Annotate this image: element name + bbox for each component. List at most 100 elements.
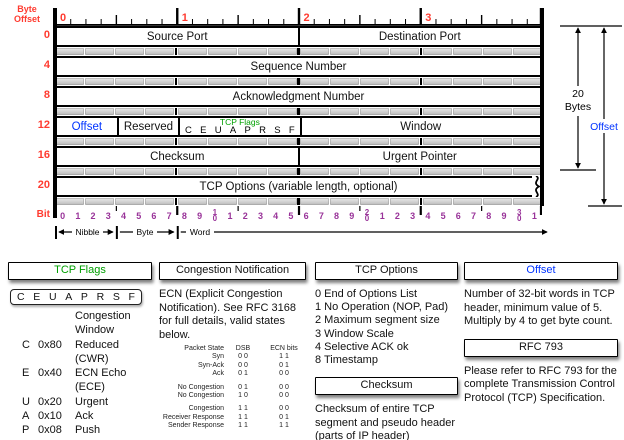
- field-label: Source Port: [146, 30, 208, 43]
- ecn-bits: 0 1: [279, 413, 289, 421]
- flag-letter: A: [229, 125, 237, 136]
- strip-segment: [55, 168, 85, 175]
- svg-text:2: 2: [303, 12, 309, 24]
- strip-segment: [422, 48, 452, 55]
- field-label: Urgent Pointer: [382, 150, 457, 163]
- flag-letter: F: [128, 291, 135, 303]
- byte-divider: [174, 78, 178, 85]
- byte-divider: [174, 198, 178, 205]
- bit-number: 1: [531, 211, 537, 221]
- ecn-bits: 1 1: [279, 353, 289, 361]
- flag-letter: E: [33, 291, 41, 303]
- flag-name-col: Urgent: [75, 395, 109, 408]
- byte-divider: [174, 138, 178, 145]
- grid-right-edge: [540, 8, 544, 206]
- byte-divider: [297, 168, 300, 175]
- strip-segment: [300, 48, 330, 55]
- bit-number: 9: [501, 211, 507, 221]
- strip-segment: [360, 168, 390, 175]
- flag-letter-col: A: [22, 410, 30, 423]
- strip-segment: [115, 138, 145, 145]
- ecn-state: Syn-Ack: [197, 361, 224, 369]
- strip-segment: [177, 108, 207, 115]
- strip-segment: [390, 48, 420, 55]
- strip-segment: [207, 138, 237, 145]
- field-label: Destination Port: [378, 30, 461, 43]
- strip-segment: [390, 78, 420, 85]
- strip-segment: [422, 78, 452, 85]
- header-row: Sequence Number: [55, 56, 542, 77]
- byte-divider: [419, 198, 423, 205]
- ecn-state: No Congestion: [177, 392, 224, 400]
- byte-divider: [297, 198, 300, 205]
- flag-name-col: Congestion Window: [75, 310, 131, 337]
- svg-text:0: 0: [60, 12, 66, 24]
- strip-segment: [145, 48, 175, 55]
- ecn-dsb: 0 0: [238, 361, 248, 369]
- strip-segment: [55, 138, 85, 145]
- flag-letter: U: [48, 291, 57, 303]
- header-row: Offset Reserved TCP Flags C E U A P R S F Window: [55, 116, 542, 137]
- bit-number: 5: [440, 211, 446, 221]
- strip-segment: [482, 198, 512, 205]
- strip-segment: [237, 198, 267, 205]
- flag-letter-col: C: [22, 338, 30, 351]
- strip-segment: [482, 48, 512, 55]
- strip-segment: [330, 48, 360, 55]
- flag-letter-col: E: [22, 367, 30, 380]
- header-row: TCP Options (variable length, optional): [55, 176, 544, 197]
- strip-segment: [512, 78, 542, 85]
- bit-ruler-ticks: [55, 206, 542, 215]
- field-label: TCP Options (variable length, optional): [199, 180, 398, 193]
- tcp-option-item: 2 Maximum segment size: [315, 314, 440, 327]
- flag-letter-col: U: [22, 395, 30, 408]
- flag-hex-col: [38, 309, 72, 338]
- field-source-port: Source Port: [57, 28, 298, 45]
- svg-text:Bytes: Bytes: [565, 101, 591, 113]
- strip-segment: [360, 108, 390, 115]
- header-row: Acknowledgment Number: [55, 86, 542, 107]
- strip-segment: [55, 78, 85, 85]
- ecn-bits: 0 1: [279, 361, 289, 369]
- strip-segment: [237, 108, 267, 115]
- strip-segment: [237, 168, 267, 175]
- bit-number: 3: [257, 211, 263, 221]
- strip-segment: [237, 78, 267, 85]
- ecn-dsb: 1 0: [238, 392, 248, 400]
- bit-number-tens: 1: [212, 207, 218, 217]
- strip-segment: [422, 108, 452, 115]
- byte-divider: [174, 48, 178, 55]
- field-sequence-number: Sequence Number: [57, 58, 540, 75]
- byte-divider: [297, 138, 300, 145]
- ecn-state: No Congestion: [177, 383, 224, 391]
- field-label: Reserved: [123, 120, 174, 133]
- flag-hex-col: 0x08: [38, 424, 62, 437]
- strip-segment: [390, 108, 420, 115]
- flag-hex-col: 0x10: [38, 410, 62, 423]
- strip-segment: [422, 198, 452, 205]
- strip-segment: [207, 108, 237, 115]
- flag-letter: U: [214, 125, 222, 136]
- separator-strip: [55, 198, 542, 205]
- bit-number: 7: [318, 211, 324, 221]
- strip-segment: [207, 48, 237, 55]
- field-reserved: Reserved: [116, 118, 179, 135]
- tcp-flags-title-box: TCP Flags: [8, 262, 152, 280]
- strip-segment: [512, 198, 542, 205]
- bit-number: 6: [151, 211, 157, 221]
- flag-letter-col: P: [22, 424, 30, 437]
- ecn-header: ECN bits: [270, 345, 298, 352]
- flag-list: Congestion Window C 0x80 Reduced (CWR) E 0x40…: [22, 309, 152, 440]
- bit-number: 2: [90, 211, 96, 221]
- field-tcp-options-variable-length-optional-: TCP Options (variable length, optional): [57, 176, 544, 197]
- flag-name-col: ECN Echo (ECE): [75, 367, 127, 394]
- strip-segment: [267, 78, 297, 85]
- strip-segment: [482, 138, 512, 145]
- byte-divider: [419, 78, 423, 85]
- byte-divider: [419, 48, 423, 55]
- offset-title-box: Offset: [464, 262, 618, 280]
- strip-segment: [267, 168, 297, 175]
